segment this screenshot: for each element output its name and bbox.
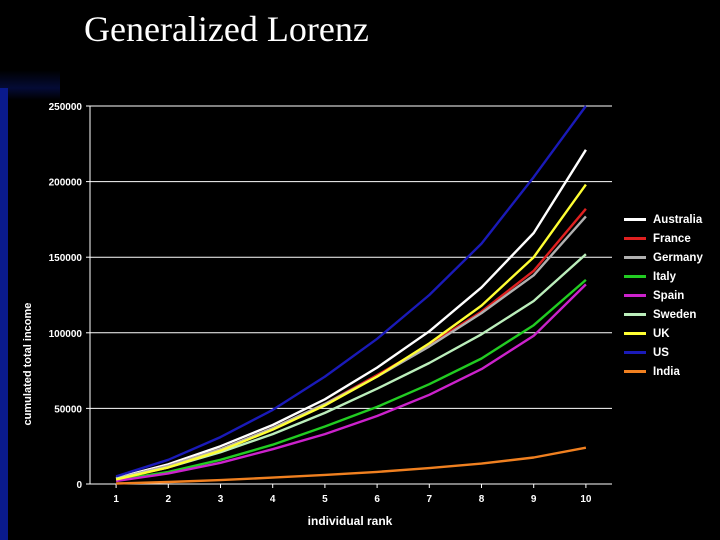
legend-label: Australia xyxy=(653,213,703,226)
x-tick-label: 4 xyxy=(270,494,276,505)
legend-label: Spain xyxy=(653,289,685,302)
legend-swatch xyxy=(624,351,646,354)
x-tick-label: 6 xyxy=(374,494,380,505)
x-tick-label: 8 xyxy=(479,494,485,505)
series-line-france xyxy=(115,208,587,480)
legend-item-spain: Spain xyxy=(624,286,703,305)
legend-label: France xyxy=(653,232,691,245)
series-line-india xyxy=(116,446,587,485)
legend-swatch xyxy=(624,275,646,278)
x-tick-label: 2 xyxy=(166,494,172,505)
legend-item-uk: UK xyxy=(624,324,703,343)
x-tick-label: 3 xyxy=(218,494,224,505)
x-tick-label: 7 xyxy=(427,494,433,505)
slide-accent-bar xyxy=(0,88,8,540)
legend-item-sweden: Sweden xyxy=(624,305,703,324)
slide-title: Generalized Lorenz xyxy=(84,9,369,49)
legend-label: US xyxy=(653,346,669,359)
legend-swatch xyxy=(624,313,646,316)
series-line-us xyxy=(115,105,587,478)
y-tick-label: 50000 xyxy=(54,404,82,415)
legend-swatch xyxy=(624,256,646,259)
legend-swatch xyxy=(624,370,646,373)
legend-item-australia: Australia xyxy=(624,210,703,229)
legend-item-france: France xyxy=(624,229,703,248)
y-tick-label: 250000 xyxy=(49,102,83,113)
slide-decoration xyxy=(0,70,60,100)
y-axis-label: cumulated total income xyxy=(22,302,34,426)
x-tick-label: 10 xyxy=(580,494,592,505)
legend-item-india: India xyxy=(624,362,703,381)
x-tick-label: 5 xyxy=(322,494,328,505)
x-tick-label: 1 xyxy=(113,494,119,505)
legend-swatch xyxy=(624,218,646,221)
legend-item-us: US xyxy=(624,343,703,362)
x-axis-label: individual rank xyxy=(307,514,393,528)
legend-label: Sweden xyxy=(653,308,697,321)
legend-label: Germany xyxy=(653,251,703,264)
series-line-spain xyxy=(115,283,587,483)
series-line-uk xyxy=(115,183,587,481)
legend-label: Italy xyxy=(653,270,677,283)
legend-item-italy: Italy xyxy=(624,267,703,286)
y-tick-label: 100000 xyxy=(49,329,83,340)
legend-swatch xyxy=(624,294,646,297)
x-tick-label: 9 xyxy=(531,494,537,505)
y-tick-label: 200000 xyxy=(49,178,83,189)
y-tick-label: 150000 xyxy=(49,253,83,264)
series-line-australia xyxy=(115,149,587,480)
legend-item-germany: Germany xyxy=(624,248,703,267)
legend-label: UK xyxy=(653,327,670,340)
series-line-italy xyxy=(115,278,587,482)
legend-label: India xyxy=(653,365,680,378)
chart-legend: Australia France Germany Italy Spain Sweden UK… xyxy=(624,210,703,381)
legend-swatch xyxy=(624,237,646,240)
legend-swatch xyxy=(624,332,646,335)
y-tick-label: 0 xyxy=(76,480,82,491)
